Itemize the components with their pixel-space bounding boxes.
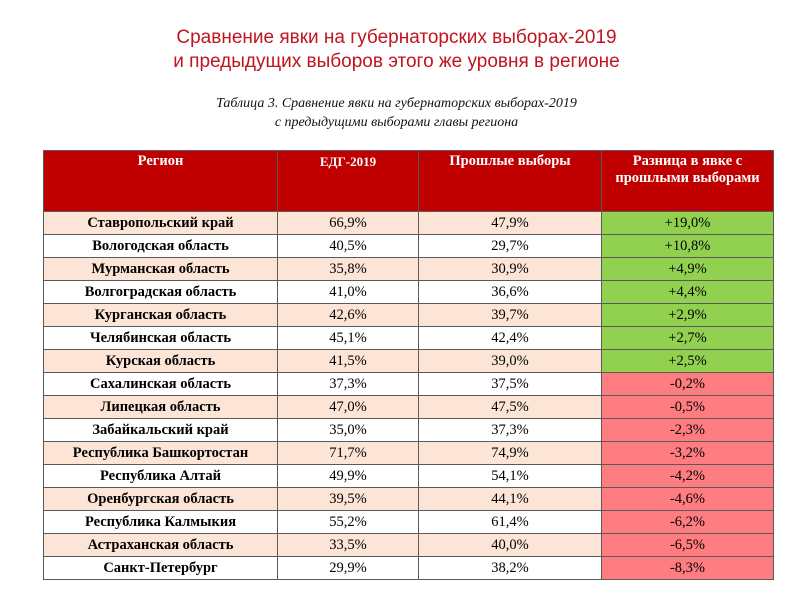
diff-cell: -4,2% bbox=[601, 464, 774, 488]
edg-cell: 39,5% bbox=[277, 487, 419, 511]
diff-cell: -3,2% bbox=[601, 441, 774, 465]
prev-cell: 36,6% bbox=[418, 280, 602, 304]
diff-cell: -0,5% bbox=[601, 395, 774, 419]
diff-cell: +2,9% bbox=[601, 303, 774, 327]
diff-cell: -2,3% bbox=[601, 418, 774, 442]
prev-cell: 37,3% bbox=[418, 418, 602, 442]
prev-cell: 37,5% bbox=[418, 372, 602, 396]
edg-cell: 45,1% bbox=[277, 326, 419, 350]
edg-cell: 55,2% bbox=[277, 510, 419, 534]
table-row: Вологодская область 40,5% 29,7% +10,8% bbox=[43, 234, 774, 258]
prev-cell: 40,0% bbox=[418, 533, 602, 557]
table-row: Курская область 41,5% 39,0% +2,5% bbox=[43, 349, 774, 373]
edg-cell: 47,0% bbox=[277, 395, 419, 419]
diff-cell: -8,3% bbox=[601, 556, 774, 580]
diff-cell: +10,8% bbox=[601, 234, 774, 258]
header-diff: Разница в явке с прошлыми выборами bbox=[601, 150, 774, 212]
header-prev: Прошлые выборы bbox=[418, 150, 602, 212]
caption-line-2: с предыдущими выборами главы региона bbox=[274, 115, 519, 130]
header-region: Регион bbox=[43, 150, 278, 212]
table-row: Республика Алтай 49,9% 54,1% -4,2% bbox=[43, 464, 774, 488]
table-row: Ставропольский край 66,9% 47,9% +19,0% bbox=[43, 211, 774, 235]
prev-cell: 39,7% bbox=[418, 303, 602, 327]
edg-cell: 37,3% bbox=[277, 372, 419, 396]
title-line-2: и предыдущих выборов этого же уровня в р… bbox=[173, 51, 620, 72]
region-cell: Республика Алтай bbox=[43, 464, 278, 488]
prev-cell: 47,5% bbox=[418, 395, 602, 419]
region-cell: Забайкальский край bbox=[43, 418, 278, 442]
table-row: Оренбургская область 39,5% 44,1% -4,6% bbox=[43, 487, 774, 511]
table-row: Астраханская область 33,5% 40,0% -6,5% bbox=[43, 533, 774, 557]
table-row: Волгоградская область 41,0% 36,6% +4,4% bbox=[43, 280, 774, 304]
table-row: Санкт-Петербург 29,9% 38,2% -8,3% bbox=[43, 556, 774, 580]
prev-cell: 30,9% bbox=[418, 257, 602, 281]
prev-cell: 44,1% bbox=[418, 487, 602, 511]
prev-cell: 39,0% bbox=[418, 349, 602, 373]
prev-cell: 29,7% bbox=[418, 234, 602, 258]
region-cell: Ставропольский край bbox=[43, 211, 278, 235]
edg-cell: 35,8% bbox=[277, 257, 419, 281]
diff-cell: -0,2% bbox=[601, 372, 774, 396]
region-cell: Челябинская область bbox=[43, 326, 278, 350]
region-cell: Республика Башкортостан bbox=[43, 441, 278, 465]
diff-cell: -6,2% bbox=[601, 510, 774, 534]
edg-cell: 40,5% bbox=[277, 234, 419, 258]
diff-cell: +4,9% bbox=[601, 257, 774, 281]
prev-cell: 47,9% bbox=[418, 211, 602, 235]
table-caption: Таблица 3. Сравнение явки на губернаторс… bbox=[0, 94, 793, 132]
edg-cell: 42,6% bbox=[277, 303, 419, 327]
region-cell: Санкт-Петербург bbox=[43, 556, 278, 580]
region-cell: Волгоградская область bbox=[43, 280, 278, 304]
prev-cell: 61,4% bbox=[418, 510, 602, 534]
region-cell: Липецкая область bbox=[43, 395, 278, 419]
diff-cell: +19,0% bbox=[601, 211, 774, 235]
edg-cell: 66,9% bbox=[277, 211, 419, 235]
table-body: Ставропольский край 66,9% 47,9% +19,0% Волог… bbox=[43, 211, 774, 580]
region-cell: Астраханская область bbox=[43, 533, 278, 557]
region-cell: Республика Калмыкия bbox=[43, 510, 278, 534]
prev-cell: 38,2% bbox=[418, 556, 602, 580]
edg-cell: 41,0% bbox=[277, 280, 419, 304]
edg-cell: 49,9% bbox=[277, 464, 419, 488]
edg-cell: 29,9% bbox=[277, 556, 419, 580]
diff-cell: -4,6% bbox=[601, 487, 774, 511]
diff-cell: +2,5% bbox=[601, 349, 774, 373]
region-cell: Сахалинская область bbox=[43, 372, 278, 396]
region-cell: Курская область bbox=[43, 349, 278, 373]
caption-line-1: Таблица 3. Сравнение явки на губернаторс… bbox=[216, 96, 577, 111]
table-row: Мурманская область 35,8% 30,9% +4,9% bbox=[43, 257, 774, 281]
table-row: Сахалинская область 37,3% 37,5% -0,2% bbox=[43, 372, 774, 396]
page-title: Сравнение явки на губернаторских выборах… bbox=[0, 26, 793, 74]
region-cell: Вологодская область bbox=[43, 234, 278, 258]
prev-cell: 42,4% bbox=[418, 326, 602, 350]
title-line-1: Сравнение явки на губернаторских выборах… bbox=[176, 27, 617, 48]
diff-cell: -6,5% bbox=[601, 533, 774, 557]
edg-cell: 71,7% bbox=[277, 441, 419, 465]
prev-cell: 74,9% bbox=[418, 441, 602, 465]
edg-cell: 33,5% bbox=[277, 533, 419, 557]
diff-cell: +4,4% bbox=[601, 280, 774, 304]
table-row: Республика Калмыкия 55,2% 61,4% -6,2% bbox=[43, 510, 774, 534]
table-row: Липецкая область 47,0% 47,5% -0,5% bbox=[43, 395, 774, 419]
region-cell: Оренбургская область bbox=[43, 487, 278, 511]
region-cell: Курганская область bbox=[43, 303, 278, 327]
diff-cell: +2,7% bbox=[601, 326, 774, 350]
edg-cell: 41,5% bbox=[277, 349, 419, 373]
edg-cell: 35,0% bbox=[277, 418, 419, 442]
region-cell: Мурманская область bbox=[43, 257, 278, 281]
table-row: Челябинская область 45,1% 42,4% +2,7% bbox=[43, 326, 774, 350]
table-row: Республика Башкортостан 71,7% 74,9% -3,2% bbox=[43, 441, 774, 465]
turnout-table: Регион ЕДГ-2019 Прошлые выборы Разница в… bbox=[43, 150, 774, 580]
table-row: Забайкальский край 35,0% 37,3% -2,3% bbox=[43, 418, 774, 442]
header-edg: ЕДГ-2019 bbox=[277, 150, 419, 212]
table-row: Курганская область 42,6% 39,7% +2,9% bbox=[43, 303, 774, 327]
prev-cell: 54,1% bbox=[418, 464, 602, 488]
header-row: Регион ЕДГ-2019 Прошлые выборы Разница в… bbox=[43, 150, 774, 212]
